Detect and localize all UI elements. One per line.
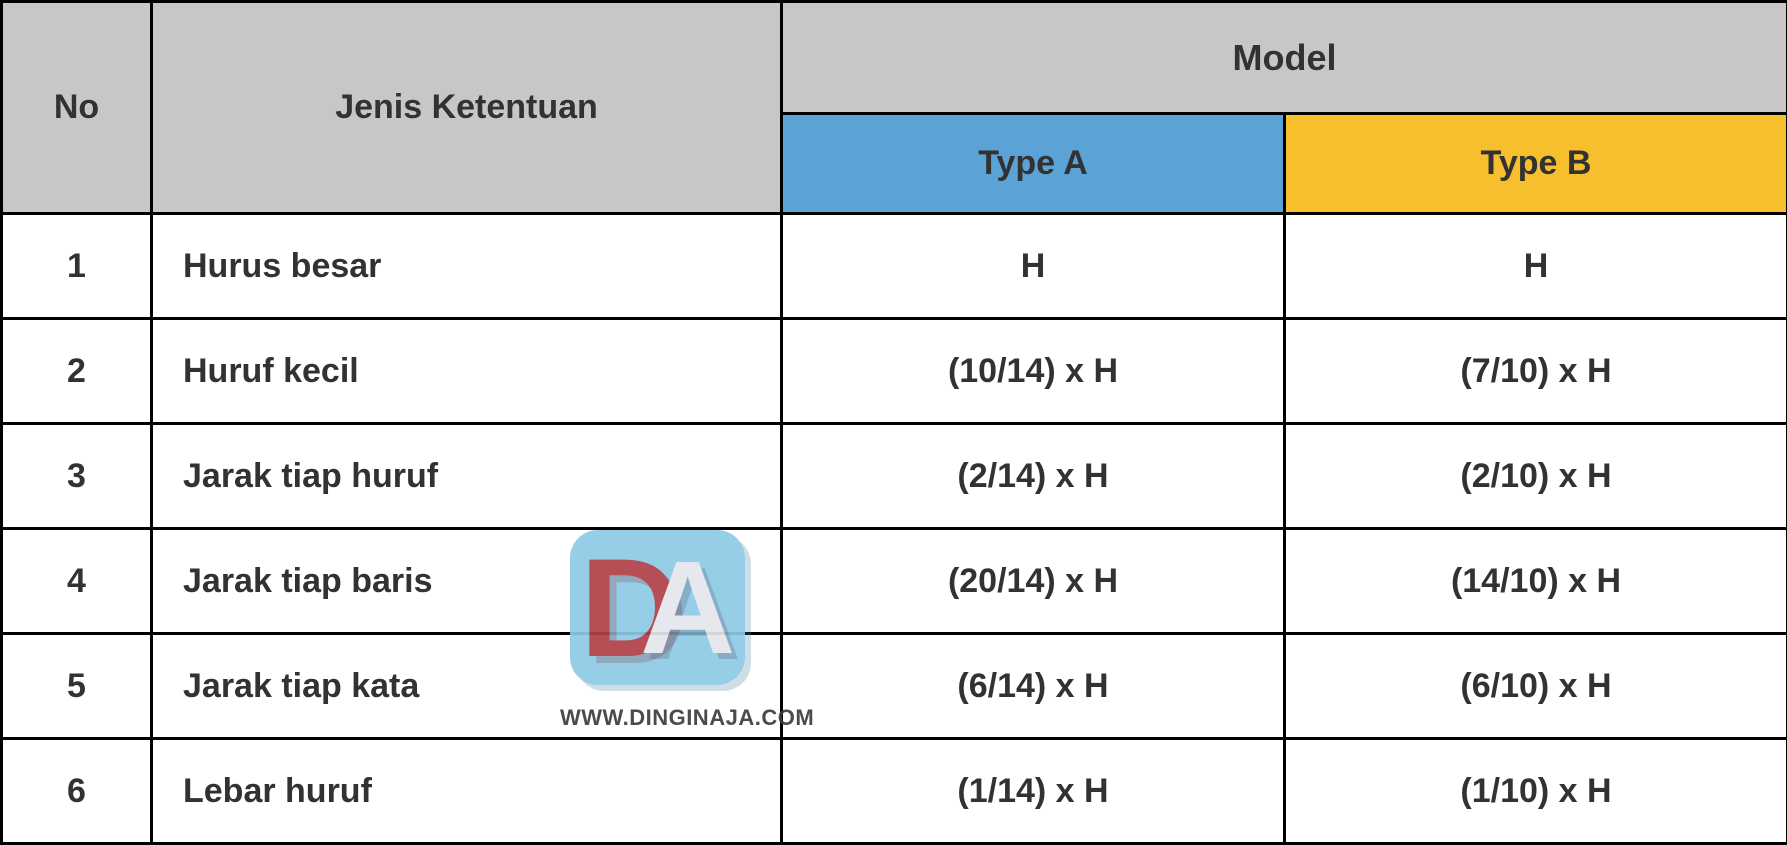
cell-type-a: H <box>782 214 1285 319</box>
table-container: No Jenis Ketentuan Model Type A Type B 1… <box>0 0 1787 842</box>
cell-type-a: (10/14) x H <box>782 319 1285 424</box>
table-row: 2 Huruf kecil (10/14) x H (7/10) x H <box>2 319 1787 424</box>
cell-type-a: (20/14) x H <box>782 529 1285 634</box>
col-header-no: No <box>2 2 152 214</box>
table-row: 5 Jarak tiap kata (6/14) x H (6/10) x H <box>2 634 1787 739</box>
cell-no: 4 <box>2 529 152 634</box>
cell-no: 2 <box>2 319 152 424</box>
cell-no: 6 <box>2 739 152 844</box>
col-header-model: Model <box>782 2 1787 114</box>
cell-jenis: Lebar huruf <box>152 739 782 844</box>
cell-jenis: Jarak tiap baris <box>152 529 782 634</box>
cell-type-b: (6/10) x H <box>1285 634 1787 739</box>
cell-type-a: (2/14) x H <box>782 424 1285 529</box>
cell-type-b: (2/10) x H <box>1285 424 1787 529</box>
col-header-type-b: Type B <box>1285 114 1787 214</box>
cell-type-b: (14/10) x H <box>1285 529 1787 634</box>
cell-no: 5 <box>2 634 152 739</box>
col-header-type-a: Type A <box>782 114 1285 214</box>
cell-jenis: Jarak tiap huruf <box>152 424 782 529</box>
col-header-jenis: Jenis Ketentuan <box>152 2 782 214</box>
cell-type-b: (7/10) x H <box>1285 319 1787 424</box>
cell-no: 3 <box>2 424 152 529</box>
table-row: 1 Hurus besar H H <box>2 214 1787 319</box>
spec-table: No Jenis Ketentuan Model Type A Type B 1… <box>0 0 1787 845</box>
table-row: 3 Jarak tiap huruf (2/14) x H (2/10) x H <box>2 424 1787 529</box>
table-row: 4 Jarak tiap baris (20/14) x H (14/10) x… <box>2 529 1787 634</box>
cell-type-a: (6/14) x H <box>782 634 1285 739</box>
cell-jenis: Hurus besar <box>152 214 782 319</box>
cell-jenis: Jarak tiap kata <box>152 634 782 739</box>
cell-type-b: (1/10) x H <box>1285 739 1787 844</box>
table-row: 6 Lebar huruf (1/14) x H (1/10) x H <box>2 739 1787 844</box>
cell-jenis: Huruf kecil <box>152 319 782 424</box>
cell-type-b: H <box>1285 214 1787 319</box>
cell-type-a: (1/14) x H <box>782 739 1285 844</box>
cell-no: 1 <box>2 214 152 319</box>
